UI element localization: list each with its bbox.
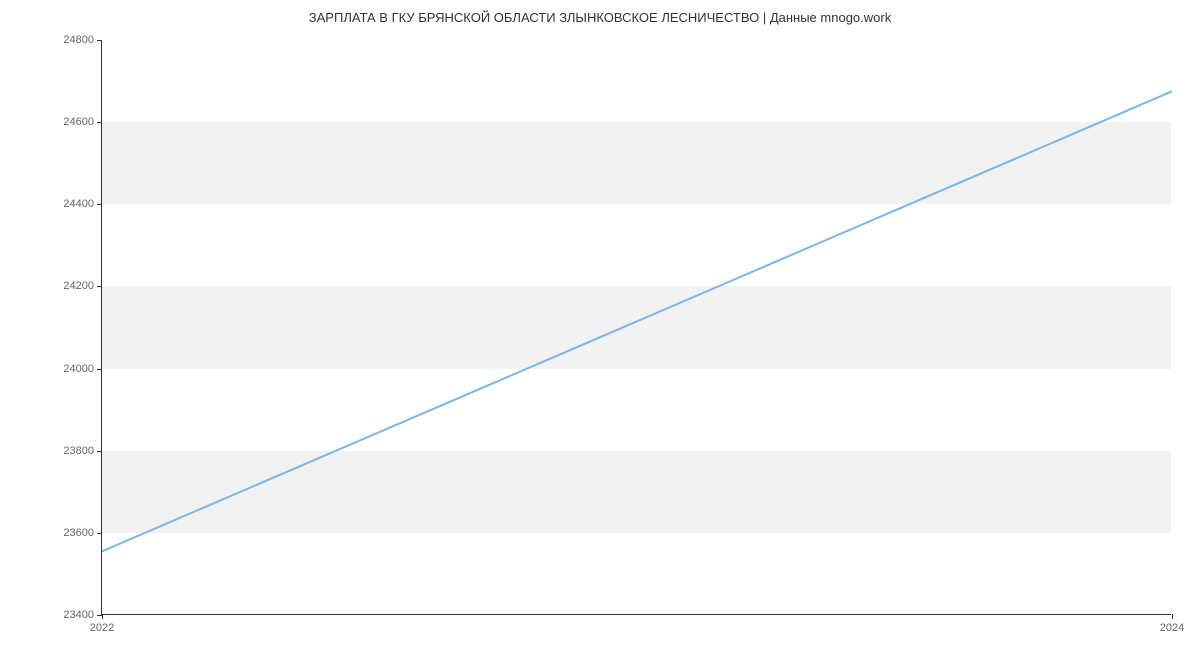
line-layer: [102, 40, 1172, 615]
series-line: [102, 91, 1172, 551]
plot-area: 2340023600238002400024200244002460024800…: [101, 40, 1171, 615]
salary-chart: ЗАРПЛАТА В ГКУ БРЯНСКОЙ ОБЛАСТИ ЗЛЫНКОВС…: [0, 0, 1200, 650]
x-tick-mark: [1172, 614, 1173, 619]
chart-title: ЗАРПЛАТА В ГКУ БРЯНСКОЙ ОБЛАСТИ ЗЛЫНКОВС…: [0, 10, 1200, 25]
